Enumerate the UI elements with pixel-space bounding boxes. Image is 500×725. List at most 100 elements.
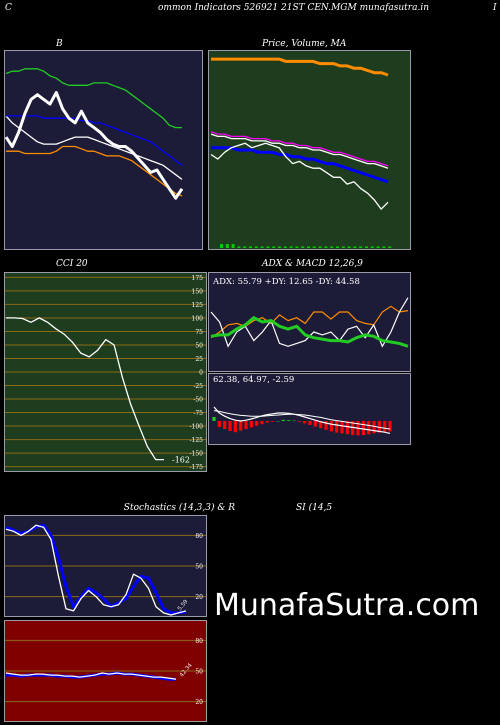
si-title: SI (14,5 <box>296 503 333 513</box>
si-series-1 <box>5 672 177 680</box>
volume-bar <box>272 246 276 248</box>
cci-tick-label: -50 <box>193 397 203 404</box>
macd-histogram-bar <box>372 421 376 434</box>
panel-background <box>208 373 411 445</box>
cci-title: CCI 20 <box>56 259 88 269</box>
macd-histogram-bar <box>255 421 259 426</box>
bb-series-0 <box>5 68 182 129</box>
volume-bar <box>341 246 345 248</box>
volume-bar <box>289 246 293 248</box>
bb-title: B <box>56 39 63 49</box>
volume-bar <box>382 246 386 248</box>
cci-tick-label: -125 <box>190 437 204 444</box>
macd-histogram-bar <box>281 419 285 421</box>
cci-tick-label: 150 <box>192 288 204 295</box>
macd-histogram-bar <box>340 421 344 434</box>
macd-histogram-bar <box>271 421 275 422</box>
volume-bar <box>324 246 328 248</box>
macd-label: 62.38, 64.97, -2.59 <box>213 375 294 385</box>
cci-tick-label: 100 <box>192 315 204 322</box>
volume-bar <box>370 246 374 248</box>
header-left: C <box>5 3 12 13</box>
price-title: Price, Volume, MA <box>262 39 347 49</box>
panel-background <box>4 50 203 250</box>
stoch-title: Stochastics (14,3,3) & R <box>123 503 235 513</box>
volume-bar <box>376 246 380 248</box>
volume-bar <box>278 246 281 248</box>
volume-bar <box>318 246 322 248</box>
volume-bar <box>249 246 252 248</box>
stoch-tick-label: 50 <box>195 564 203 571</box>
macd-histogram-bar <box>276 421 280 422</box>
macd-histogram-bar <box>335 421 339 433</box>
macd-histogram-bar <box>329 421 333 432</box>
volume-bar <box>353 246 357 248</box>
macd-histogram-bar <box>217 421 221 427</box>
adx-label: ADX: 55.79 +DY: 12.65 -DY: 44.58 <box>212 277 360 287</box>
volume-bar <box>260 246 264 248</box>
macd-histogram-bar <box>223 421 227 429</box>
macd-histogram-bar <box>297 421 301 422</box>
volume-bar <box>266 246 270 248</box>
stoch-tick-label: 80 <box>195 533 203 540</box>
macd-histogram-bar <box>319 421 323 429</box>
macd-histogram-bar <box>265 421 269 423</box>
macd-histogram-bar <box>239 421 243 431</box>
watermark: MunafaSutra.com <box>214 588 480 623</box>
macd-histogram-bar <box>233 421 237 433</box>
macd-histogram-bar <box>212 417 216 421</box>
adx-title: ADX & MACD 12,26,9 <box>262 259 363 269</box>
macd-histogram-bar <box>361 421 365 435</box>
macd-histogram-bar <box>228 421 232 431</box>
macd-histogram-bar <box>308 421 312 425</box>
si-tick-label: 20 <box>195 699 203 706</box>
macd-histogram-bar <box>244 421 248 429</box>
header-right: I <box>493 3 497 13</box>
cci-tick-label: 75 <box>195 329 203 336</box>
stoch-series-0 <box>5 523 187 615</box>
volume-bar <box>231 244 235 248</box>
volume-bar <box>365 246 368 248</box>
macd-panel: 62.38, 64.97, -2.59 <box>208 373 411 445</box>
cci-last-label: -162 <box>172 456 190 465</box>
macd-histogram-bar <box>292 420 296 422</box>
si-tick-label: 80 <box>195 638 203 645</box>
macd-histogram-bar <box>388 421 392 432</box>
cci-tick-label: -25 <box>193 383 203 390</box>
volume-bar <box>254 246 258 248</box>
cci-tick-label: 25 <box>195 356 203 363</box>
cci-tick-label: 175 <box>192 275 204 282</box>
si-tick-label: 50 <box>195 669 203 676</box>
bb-panel <box>4 50 203 250</box>
cci-panel: 175 150 125 100 75 50 25 0 -25 -50 -75 -100 -125 -150… <box>4 272 207 472</box>
macd-histogram-bar <box>303 421 307 424</box>
cci-tick-label: -100 <box>190 424 204 431</box>
adx-series-ADX <box>210 315 409 348</box>
macd-histogram-bar <box>313 421 317 427</box>
volume-bar <box>347 246 351 248</box>
macd-line <box>213 406 391 434</box>
header-center: ommon Indicators 526921 21ST CEN.MGM mun… <box>158 3 429 13</box>
price-series-4 <box>210 142 389 210</box>
volume-bar <box>388 246 392 248</box>
price-series-0 <box>211 57 389 77</box>
macd-histogram-bar <box>377 421 381 433</box>
cci-line <box>6 317 164 461</box>
macd-histogram-bar <box>260 421 264 425</box>
macd-histogram-bar <box>324 421 328 430</box>
volume-bar <box>220 244 223 248</box>
adx-panel: ADX: 55.79 +DY: 12.65 -DY: 44.58 <box>208 272 411 372</box>
macd-histogram-bar <box>345 421 349 435</box>
cci-tick-label: -150 <box>190 451 204 458</box>
bb-series-4 <box>4 90 184 200</box>
volume-bar <box>225 244 229 248</box>
cci-tick-label: -75 <box>193 410 203 417</box>
price-series-3 <box>211 146 389 184</box>
cci-tick-label: 0 <box>199 370 203 377</box>
volume-bar <box>295 246 299 248</box>
macd-histogram-bar <box>287 420 291 421</box>
price-series-2 <box>210 133 389 169</box>
volume-bar <box>283 246 287 248</box>
volume-bar <box>330 246 334 248</box>
